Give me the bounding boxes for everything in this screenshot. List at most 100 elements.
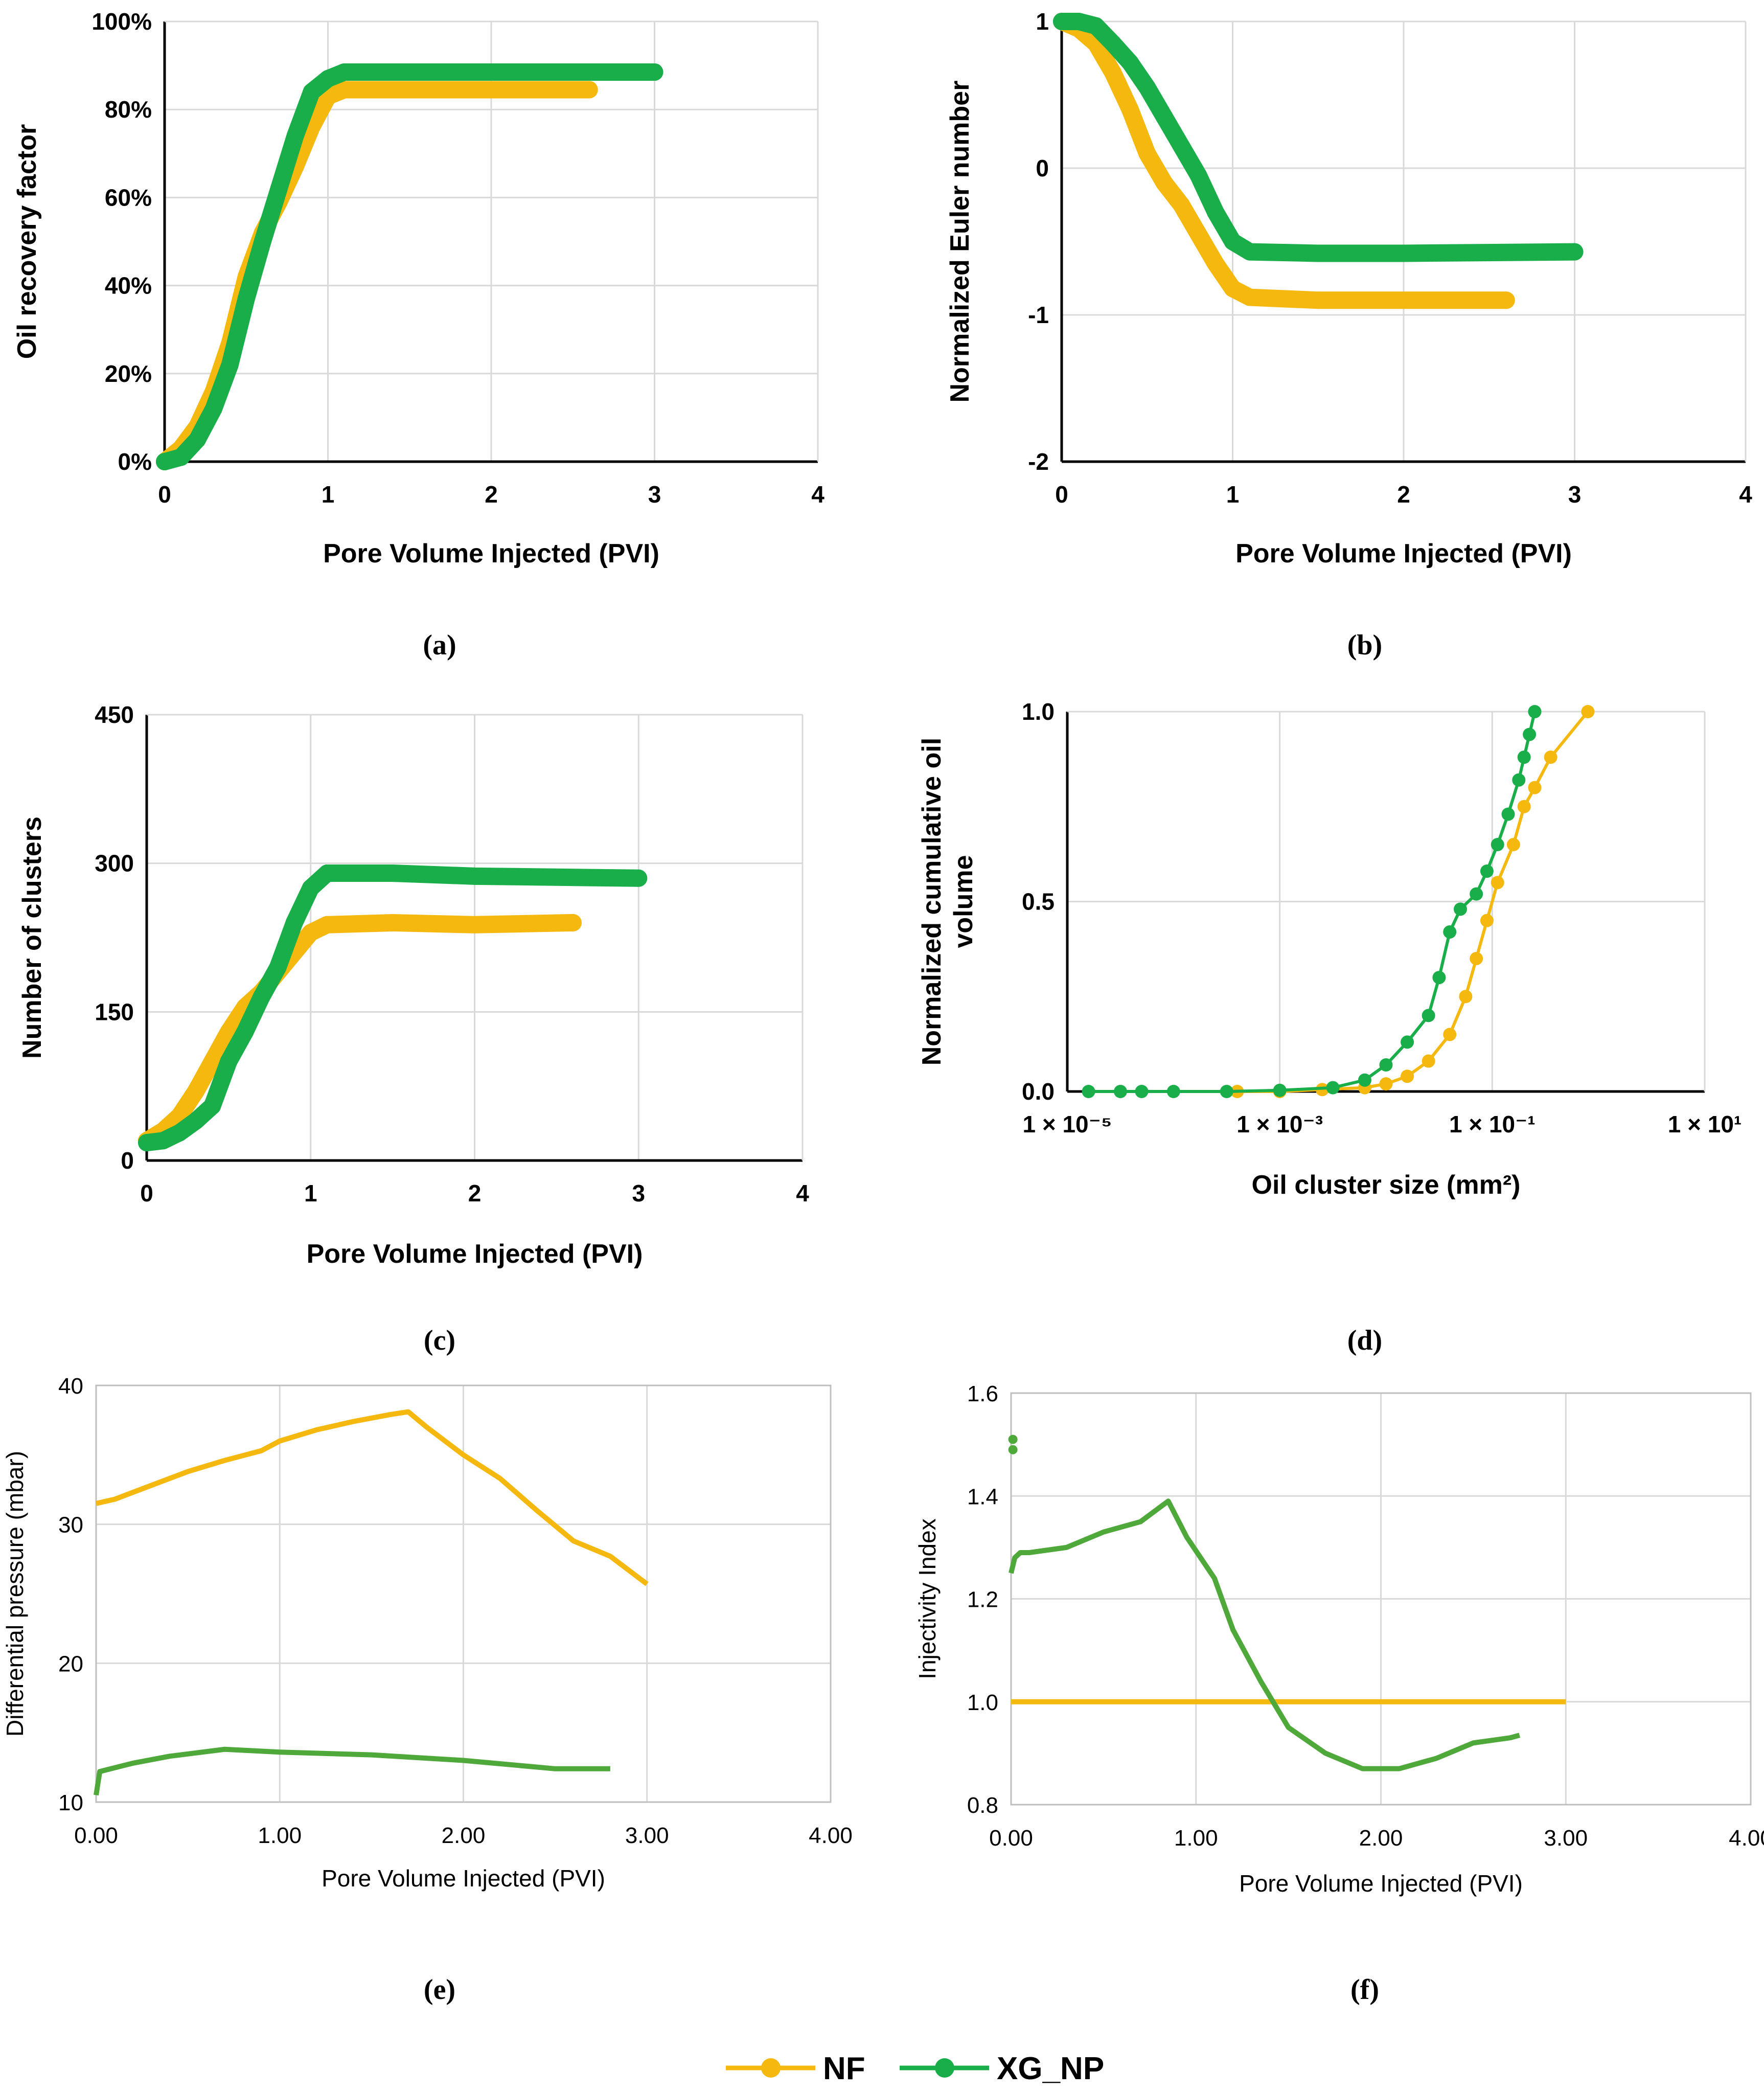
data-point: [401, 63, 419, 81]
data-point: [1224, 280, 1242, 298]
data-point: [204, 400, 222, 418]
x-tick-label: 1 × 10⁻³: [1236, 1111, 1323, 1137]
y-tick-label: 0: [1036, 155, 1049, 181]
data-point: [203, 1053, 221, 1071]
y-tick-label: 1.4: [967, 1484, 998, 1509]
data-point: [1104, 35, 1122, 53]
x-tick-label: 0: [1055, 481, 1068, 508]
y-tick-label: 450: [95, 701, 134, 728]
data-point: [1220, 1085, 1233, 1098]
series-band: [156, 63, 663, 470]
x-axis-label: Pore Volume Injected (PVI): [1239, 1870, 1523, 1897]
x-tick-label: 3.00: [625, 1823, 669, 1848]
y-tick-label: 1.2: [967, 1587, 998, 1612]
chart-b: 0 1 2 3 4 -2 -1 0 1 Pore Volume Injected (PVI) Nor…: [945, 8, 1752, 661]
series-XG_NP: [1082, 705, 1542, 1098]
data-point: [286, 127, 304, 145]
x-tick-label: 4.00: [809, 1823, 853, 1848]
series-XG_NP: [156, 63, 663, 470]
series-NF: [156, 81, 598, 470]
data-point: [1401, 1069, 1414, 1083]
x-tick-label: 2.00: [442, 1823, 486, 1848]
plot-frame: [95, 1384, 832, 1803]
data-point: [1422, 1054, 1435, 1068]
chart-f: 0.00 1.00 2.00 3.00 4.00 0.8 1.0 1.2 1.4 1.6 Pore …: [914, 1381, 1764, 2006]
data-point: [1207, 203, 1225, 221]
x-axis-label: Pore Volume Injected (PVI): [322, 1865, 605, 1892]
data-point: [270, 180, 288, 198]
data-point: [1395, 291, 1412, 309]
data-point: [1309, 244, 1327, 262]
data-point: [1166, 1085, 1180, 1098]
x-axis-label: Oil cluster size (mm²): [1252, 1170, 1521, 1200]
x-tick-label: 3.00: [1544, 1826, 1588, 1851]
y-tick-label: 1.0: [967, 1690, 998, 1715]
data-point: [156, 453, 173, 470]
data-point: [1155, 108, 1173, 126]
data-point: [1121, 54, 1139, 72]
y-axis-label: Normalized Euler number: [945, 81, 975, 403]
legend-marker: [935, 2058, 954, 2078]
data-point: [1379, 1058, 1393, 1072]
y-tick-label: -2: [1028, 448, 1049, 475]
chart-c: 0 1 2 3 4 0 150 300 450 Pore Volume Injected (PVI…: [17, 701, 809, 1356]
y-tick-label: 300: [95, 850, 134, 877]
y-tick-label: 1.0: [1022, 698, 1055, 725]
data-point: [221, 356, 239, 374]
data-point: [302, 879, 319, 897]
x-tick-label: 4.00: [1729, 1826, 1764, 1851]
data-point: [1207, 255, 1225, 272]
data-point: [172, 448, 190, 466]
y-tick-label: 0.8: [967, 1793, 998, 1818]
series-line: [1009, 1498, 1521, 1771]
data-point: [269, 959, 287, 976]
data-point: [302, 924, 319, 942]
data-point: [319, 70, 337, 87]
x-tick-label: 1 × 10⁻¹: [1449, 1111, 1536, 1137]
y-tick-label: 10: [58, 1790, 83, 1815]
panel-caption: (e): [424, 1974, 455, 2006]
data-point: [1358, 1073, 1371, 1087]
data-point: [564, 914, 582, 931]
data-point: [1512, 773, 1526, 787]
data-point: [1273, 1083, 1287, 1097]
data-point: [1422, 1009, 1435, 1022]
x-tick-label: 1 × 10⁻⁵: [1022, 1111, 1112, 1137]
data-point: [1053, 13, 1070, 30]
series-band: [156, 81, 598, 470]
plot-frame: [1010, 1392, 1752, 1806]
x-tick-label: 0: [158, 481, 171, 508]
data-point: [1104, 64, 1122, 82]
x-tick-label: 4: [1739, 481, 1752, 508]
data-point: [1309, 291, 1327, 309]
data-point: [384, 864, 402, 882]
data-point: [1189, 167, 1207, 185]
data-point: [254, 233, 271, 251]
y-tick-label: 40%: [105, 272, 152, 299]
x-tick-label: 1.00: [258, 1823, 302, 1848]
series-XG_NP: [94, 1746, 610, 1796]
data-point: [1523, 727, 1537, 741]
data-point: [187, 1112, 205, 1130]
data-point: [203, 1097, 221, 1115]
legend-marker: [761, 2058, 781, 2078]
data-point: [253, 988, 270, 1006]
panel-caption: (f): [1350, 1974, 1379, 2006]
data-point: [1453, 902, 1467, 916]
data-point: [318, 916, 336, 934]
x-tick-label: 4: [796, 1180, 809, 1207]
y-tick-label: 0: [121, 1147, 134, 1174]
data-point: [1082, 1085, 1095, 1098]
data-point: [1173, 137, 1190, 155]
data-point: [630, 869, 648, 887]
data-point: [1566, 243, 1584, 261]
series-band: [138, 864, 648, 1152]
data-point: [1470, 887, 1483, 901]
panel-caption: (a): [423, 629, 456, 661]
data-point: [335, 81, 353, 99]
y-tick-label: -1: [1028, 302, 1049, 328]
data-point: [646, 63, 663, 81]
data-point: [1224, 233, 1242, 251]
data-point: [285, 914, 303, 931]
x-tick-label: 1: [304, 1180, 317, 1207]
